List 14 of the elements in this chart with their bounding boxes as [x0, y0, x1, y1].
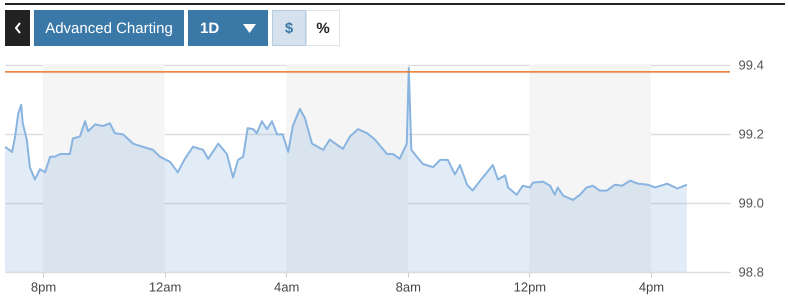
y-tick-label: 99.2	[738, 126, 764, 142]
text: 1D	[200, 20, 220, 36]
y-tick-label: 99.0	[738, 196, 764, 210]
x-tick-label: 8pm	[30, 280, 56, 294]
x-tick-label: 12pm	[514, 280, 546, 294]
text: Advanced Charting	[45, 20, 173, 36]
x-tick-label: 12am	[148, 280, 182, 294]
y-tick-label: 99.4	[738, 58, 764, 72]
text: $	[284, 20, 294, 36]
x-tick-label: 4pm	[638, 280, 664, 294]
x-tick-label: 8am	[396, 280, 421, 294]
y-tick-label: 98.8	[738, 264, 764, 280]
text: %	[316, 20, 330, 36]
x-tick-label: 4am	[274, 280, 300, 294]
